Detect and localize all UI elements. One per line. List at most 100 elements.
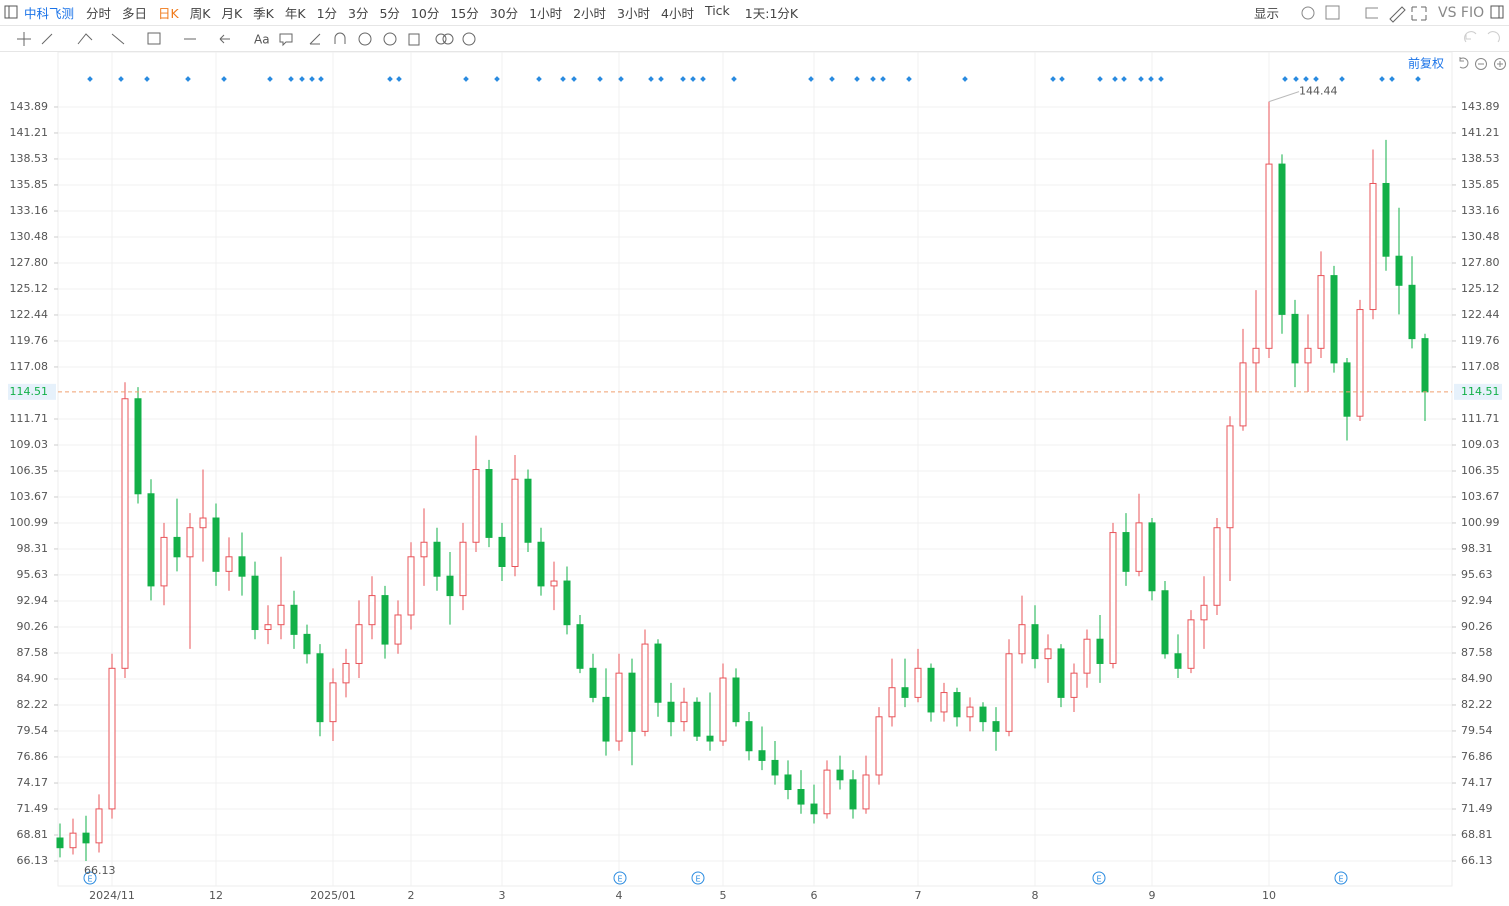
drawing-tools[interactable]: Aa xyxy=(0,26,480,51)
event-dot xyxy=(560,76,566,82)
y-tick-label-right: 82.22 xyxy=(1461,698,1493,711)
candle-body xyxy=(199,517,207,529)
candle-body xyxy=(316,653,324,723)
event-dot xyxy=(880,76,886,82)
stock-name[interactable]: 中科飞测 xyxy=(24,6,75,21)
period-tab[interactable]: 3分 xyxy=(348,6,369,21)
event-dot xyxy=(1293,76,1299,82)
candle-body xyxy=(1291,313,1299,364)
event-dot xyxy=(700,76,706,82)
period-tab[interactable]: 3小时 xyxy=(617,6,650,21)
candle-body xyxy=(1252,347,1260,364)
x-tick-label: 2025/01 xyxy=(310,889,356,902)
candle-body xyxy=(888,687,896,718)
candle-body xyxy=(654,643,662,703)
candle-body xyxy=(524,478,532,543)
period-tab[interactable]: 分时 xyxy=(86,6,112,21)
tool-icons[interactable] xyxy=(1388,3,1428,23)
event-dot xyxy=(1097,76,1103,82)
zoom-icons[interactable] xyxy=(1459,57,1506,70)
event-dot xyxy=(658,76,664,82)
candle-body xyxy=(173,536,181,558)
period-tab[interactable]: 年K xyxy=(284,6,306,21)
candle-body xyxy=(1226,425,1234,529)
y-tick-label: 127.80 xyxy=(10,256,49,269)
period-tab[interactable]: 1小时 xyxy=(529,6,563,21)
panel-icon-right[interactable] xyxy=(1490,5,1504,19)
candle-body xyxy=(1122,532,1130,572)
grid: 143.89 143.89 141.21 141.21 138.53 138.53 135.… xyxy=(10,52,1500,902)
candle-body xyxy=(147,493,155,587)
y-tick-label: 100.99 xyxy=(10,516,49,529)
candle-body xyxy=(849,779,857,810)
period-tab[interactable]: 15分 xyxy=(450,6,479,21)
candle-body xyxy=(1395,255,1403,286)
period-tab[interactable]: 30分 xyxy=(489,6,519,21)
period-setting[interactable]: 1天:1分K xyxy=(744,6,799,21)
period-tab[interactable]: 日K xyxy=(158,6,179,21)
candle-body xyxy=(966,706,974,718)
candle-body xyxy=(446,575,454,597)
candle-body xyxy=(277,604,285,626)
y-tick-label: 68.81 xyxy=(17,828,49,841)
x-tick-label: 3 xyxy=(499,889,506,902)
event-dot xyxy=(299,76,305,82)
period-tab[interactable]: 4小时 xyxy=(661,6,694,21)
candle-body xyxy=(914,667,922,698)
y-tick-label: 143.89 xyxy=(10,100,49,113)
event-dot xyxy=(494,76,500,82)
event-dot xyxy=(962,76,968,82)
event-dot xyxy=(680,76,686,82)
y-tick-label: 122.44 xyxy=(10,308,49,321)
period-tab[interactable]: 季K xyxy=(253,6,274,21)
candle-body xyxy=(1200,604,1208,621)
candle-body xyxy=(667,701,675,723)
period-tab[interactable]: 周K xyxy=(189,6,211,21)
y-tick-label-right: 143.89 xyxy=(1461,100,1500,113)
candle-body xyxy=(1304,347,1312,364)
candle-body xyxy=(641,643,649,732)
candle-body xyxy=(1187,619,1195,669)
panel-icon[interactable] xyxy=(4,5,18,19)
candle-body xyxy=(1369,182,1377,311)
x-tick-label: 4 xyxy=(616,889,623,902)
period-tab[interactable]: 月K xyxy=(221,6,243,21)
period-tab[interactable]: 1分 xyxy=(316,6,338,21)
chart: 143.89 143.89 141.21 141.21 138.53 138.53 135.… xyxy=(8,52,1506,902)
period-tab[interactable]: 10分 xyxy=(410,6,440,21)
candle-body xyxy=(303,633,311,655)
y-tick-label: 117.08 xyxy=(10,360,49,373)
candle-body xyxy=(56,837,64,849)
candle-body xyxy=(1265,163,1273,349)
candle-body xyxy=(1421,338,1429,393)
candle-body xyxy=(1174,653,1182,669)
period-tab[interactable]: 2小时 xyxy=(573,6,607,21)
candle-body xyxy=(251,575,259,631)
event-dot xyxy=(387,76,393,82)
candle-body xyxy=(498,536,506,567)
y-tick-label: 133.16 xyxy=(10,204,49,217)
y-tick-label: 87.58 xyxy=(17,646,49,659)
period-tab[interactable]: 多日 xyxy=(122,6,148,21)
vs-button[interactable]: VS FIO xyxy=(1438,4,1485,21)
last-price-label-right: 114.51 xyxy=(1461,385,1500,398)
y-tick-label-right: 76.86 xyxy=(1461,750,1493,763)
drawing-toolbar: Aa xyxy=(0,26,1509,52)
candle-body xyxy=(1148,522,1156,592)
undo-redo[interactable] xyxy=(1458,26,1508,51)
y-tick-label-right: 130.48 xyxy=(1461,230,1500,243)
candle-body xyxy=(784,774,792,791)
y-tick-label-right: 68.81 xyxy=(1461,828,1493,841)
period-tab[interactable]: Tick xyxy=(704,3,730,18)
period-tab[interactable]: 5分 xyxy=(379,6,400,21)
candle-body xyxy=(1408,284,1416,340)
event-dot xyxy=(144,76,150,82)
y-tick-label-right: 74.17 xyxy=(1461,776,1493,789)
y-tick-label-right: 100.99 xyxy=(1461,516,1500,529)
y-tick-label: 90.26 xyxy=(17,620,49,633)
earnings-marker xyxy=(613,871,627,885)
event-dot xyxy=(1313,76,1319,82)
adjust-button[interactable]: 前复权 xyxy=(1408,56,1444,71)
display-menu[interactable]: 显示 xyxy=(1254,6,1280,21)
